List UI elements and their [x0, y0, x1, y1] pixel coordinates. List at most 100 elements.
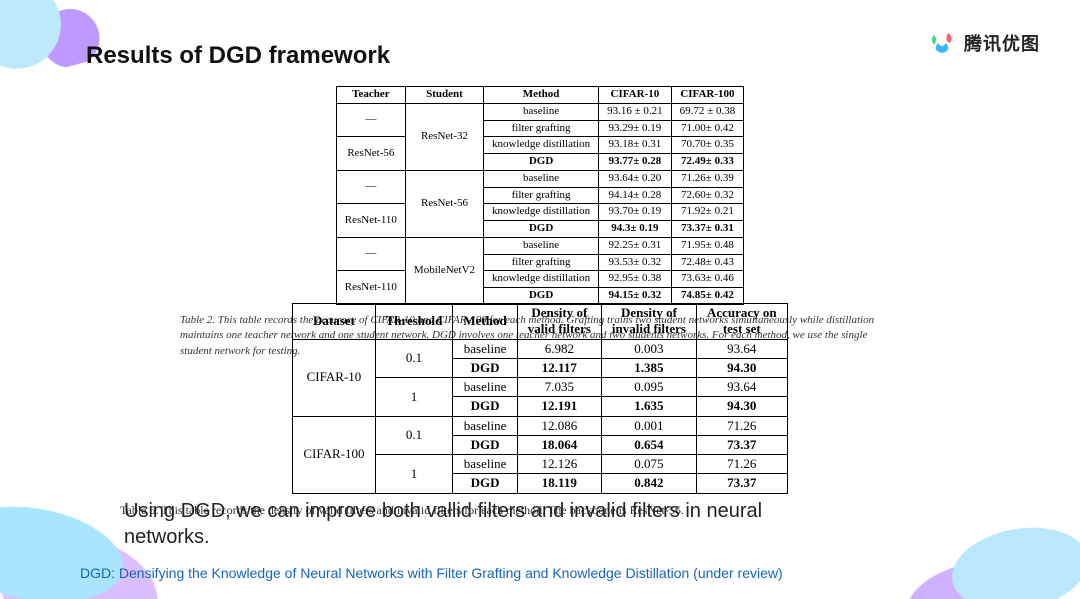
table5-valid-density-cell: 12.086 — [517, 416, 601, 435]
table5-method-cell: baseline — [453, 378, 517, 397]
table2-cifar100-cell: 71.95± 0.48 — [671, 237, 744, 254]
page-title: Results of DGD framework — [86, 42, 390, 70]
table2-cifar10-cell: 93.16 ± 0.21 — [599, 103, 672, 120]
table5-valid-density-cell: 18.064 — [517, 435, 601, 454]
table2-cifar10-cell: 93.70± 0.19 — [599, 204, 672, 221]
table2-cifar100-cell: 71.26± 0.39 — [671, 170, 744, 187]
table5-block: DatasetThresholdMethodDensity ofvalid fi… — [120, 303, 960, 518]
results-table-5: DatasetThresholdMethodDensity ofvalid fi… — [292, 303, 787, 494]
table2-cifar10-cell: 93.77± 0.28 — [599, 154, 672, 171]
table2-cifar100-cell: 70.70± 0.35 — [671, 137, 744, 154]
table5-valid-density-cell: 6.982 — [517, 339, 601, 358]
table5-valid-density-cell: 7.035 — [517, 378, 601, 397]
table5-header-cell: Method — [453, 304, 517, 340]
table5-header-cell: Density ofvalid filters — [517, 304, 601, 340]
table2-cifar10-cell: 93.18± 0.31 — [599, 137, 672, 154]
table5-invalid-density-cell: 0.075 — [601, 455, 696, 474]
table5-accuracy-cell: 94.30 — [696, 358, 787, 377]
conclusion-text: Using DGD, we can improve both vallid fi… — [124, 498, 824, 550]
table2-teacher-cell: ResNet-56 — [336, 137, 405, 171]
table2-cifar100-cell: 73.37± 0.31 — [671, 221, 744, 238]
table5-invalid-density-cell: 1.385 — [601, 358, 696, 377]
table2-teacher-cell: — — [336, 237, 405, 271]
table5-valid-density-cell: 12.126 — [517, 455, 601, 474]
results-table-2: TeacherStudentMethodCIFAR-10CIFAR-100—Re… — [336, 86, 744, 305]
table2-cifar10-cell: 93.64± 0.20 — [599, 170, 672, 187]
table2-method-cell: baseline — [484, 170, 599, 187]
table2-method-cell: baseline — [484, 103, 599, 120]
table5-dataset-cell: CIFAR-100 — [293, 416, 375, 493]
table2-cifar10-cell: 94.3± 0.19 — [599, 221, 672, 238]
table5-threshold-cell: 1 — [375, 378, 453, 417]
table2-teacher-cell: — — [336, 170, 405, 204]
table2-method-cell: filter grafting — [484, 254, 599, 271]
table5-method-cell: baseline — [453, 339, 517, 358]
table5-threshold-cell: 0.1 — [375, 416, 453, 455]
table5-threshold-cell: 0.1 — [375, 339, 453, 378]
table5-accuracy-cell: 93.64 — [696, 339, 787, 358]
table2-cifar10-cell: 94.14± 0.28 — [599, 187, 672, 204]
table2-cifar10-cell: 92.95± 0.38 — [599, 271, 672, 288]
table5-method-cell: DGD — [453, 358, 517, 377]
table5-invalid-density-cell: 0.842 — [601, 474, 696, 493]
reference-citation: DGD: Densifying the Knowledge of Neural … — [80, 565, 783, 581]
table5-valid-density-cell: 12.117 — [517, 358, 601, 377]
table5-valid-density-cell: 18.119 — [517, 474, 601, 493]
table5-method-cell: DGD — [453, 397, 517, 416]
table2-method-cell: DGD — [484, 288, 599, 305]
table2-method-cell: DGD — [484, 154, 599, 171]
table2-cifar100-cell: 69.72 ± 0.38 — [671, 103, 744, 120]
table5-accuracy-cell: 71.26 — [696, 455, 787, 474]
table2-cifar10-cell: 94.15± 0.32 — [599, 288, 672, 305]
table5-threshold-cell: 1 — [375, 455, 453, 494]
table5-method-cell: DGD — [453, 474, 517, 493]
table5-header-cell: Density ofinvalid filters — [601, 304, 696, 340]
table2-teacher-cell: ResNet-110 — [336, 204, 405, 238]
tencent-youtu-logo-icon — [928, 31, 956, 55]
table2-cifar100-cell: 74.85± 0.42 — [671, 288, 744, 305]
table2-method-cell: DGD — [484, 221, 599, 238]
table2-cifar100-cell: 72.48± 0.43 — [671, 254, 744, 271]
table2-method-cell: knowledge distillation — [484, 137, 599, 154]
table5-invalid-density-cell: 0.654 — [601, 435, 696, 454]
table5-header-cell: Threshold — [375, 304, 453, 340]
table5-invalid-density-cell: 1.635 — [601, 397, 696, 416]
table5-dataset-cell: CIFAR-10 — [293, 339, 375, 416]
table5-invalid-density-cell: 0.001 — [601, 416, 696, 435]
table2-header-cell: CIFAR-10 — [599, 87, 672, 104]
table2-teacher-cell: ResNet-110 — [336, 271, 405, 305]
table5-invalid-density-cell: 0.095 — [601, 378, 696, 397]
table2-method-cell: knowledge distillation — [484, 204, 599, 221]
table2-cifar100-cell: 73.63± 0.46 — [671, 271, 744, 288]
table5-method-cell: baseline — [453, 455, 517, 474]
table2-cifar10-cell: 93.29± 0.19 — [599, 120, 672, 137]
table5-accuracy-cell: 93.64 — [696, 378, 787, 397]
brand-logo: 腾讯优图 — [928, 30, 1040, 56]
table2-method-cell: baseline — [484, 237, 599, 254]
table2-student-cell: ResNet-56 — [405, 170, 483, 237]
table2-cifar10-cell: 92.25± 0.31 — [599, 237, 672, 254]
table2-header-cell: Student — [405, 87, 483, 104]
table2-header-cell: Teacher — [336, 87, 405, 104]
table5-method-cell: baseline — [453, 416, 517, 435]
table2-student-cell: ResNet-32 — [405, 103, 483, 170]
table2-method-cell: filter grafting — [484, 187, 599, 204]
table2-header-cell: CIFAR-100 — [671, 87, 744, 104]
table5-header-cell: Dataset — [293, 304, 375, 340]
table2-cifar100-cell: 72.49± 0.33 — [671, 154, 744, 171]
table2-cifar100-cell: 71.92± 0.21 — [671, 204, 744, 221]
table5-accuracy-cell: 73.37 — [696, 474, 787, 493]
table2-method-cell: knowledge distillation — [484, 271, 599, 288]
table2-cifar100-cell: 72.60± 0.32 — [671, 187, 744, 204]
table5-accuracy-cell: 94.30 — [696, 397, 787, 416]
table5-invalid-density-cell: 0.003 — [601, 339, 696, 358]
table5-accuracy-cell: 71.26 — [696, 416, 787, 435]
table2-method-cell: filter grafting — [484, 120, 599, 137]
table5-valid-density-cell: 12.191 — [517, 397, 601, 416]
table5-header-cell: Accuracy ontest set — [696, 304, 787, 340]
table2-student-cell: MobileNetV2 — [405, 237, 483, 304]
table5-method-cell: DGD — [453, 435, 517, 454]
table2-cifar10-cell: 93.53± 0.32 — [599, 254, 672, 271]
table2-teacher-cell: — — [336, 103, 405, 137]
table5-accuracy-cell: 73.37 — [696, 435, 787, 454]
